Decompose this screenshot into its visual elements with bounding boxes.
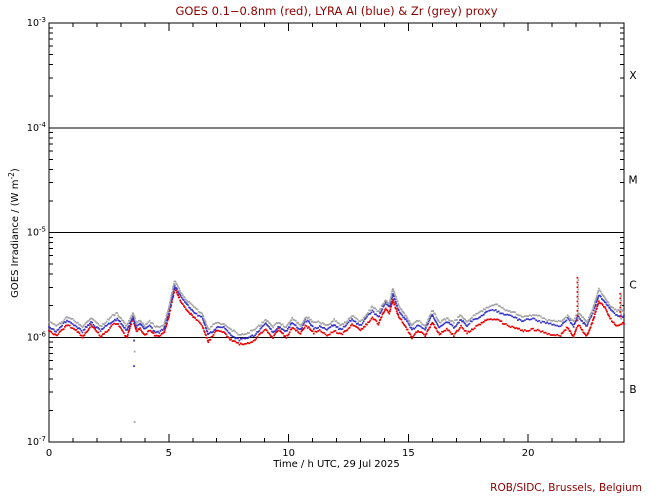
y-axis-label: GOES Irradiance / (W m-2) [6, 168, 22, 298]
y-tick-label: 10-5 [27, 226, 46, 239]
series-lyra-zr-proxy [48, 280, 625, 336]
class-boundary-lines [49, 127, 624, 338]
y-tick-label: 10-4 [27, 121, 47, 134]
data-series [48, 280, 625, 346]
chart-title: GOES 0.1−0.8nm (red), LYRA Al (blue) & Z… [175, 4, 498, 18]
y-tick-label: 10-3 [27, 16, 46, 29]
y-tick-label: 10-7 [27, 435, 46, 448]
credit-footer: ROB/SIDC, Brussels, Belgium [490, 482, 642, 494]
data-artifacts [133, 276, 623, 423]
x-tick-label: 0 [46, 448, 52, 459]
flare-class-label-c: C [629, 279, 636, 291]
flare-class-label-m: M [628, 175, 637, 187]
flare-class-label-b: B [629, 384, 636, 396]
x-tick-label: 10 [282, 448, 295, 459]
x-tick-label: 15 [402, 448, 415, 459]
axis-tick-labels: 0 5 10 15 20 10-3 10-4 10-5 10-6 10-7 X M C B [27, 16, 638, 459]
series-lyra-al-proxy [48, 284, 625, 342]
x-tick-label: 5 [166, 448, 172, 459]
flare-class-label-x: X [629, 70, 636, 82]
y-tick-label: 10-6 [27, 330, 47, 343]
x-axis-label: Time / h UTC, 29 Jul 2025 [273, 459, 400, 470]
x-tick-label: 20 [522, 448, 535, 459]
series-goes-0-1-0-8nm [48, 287, 625, 346]
